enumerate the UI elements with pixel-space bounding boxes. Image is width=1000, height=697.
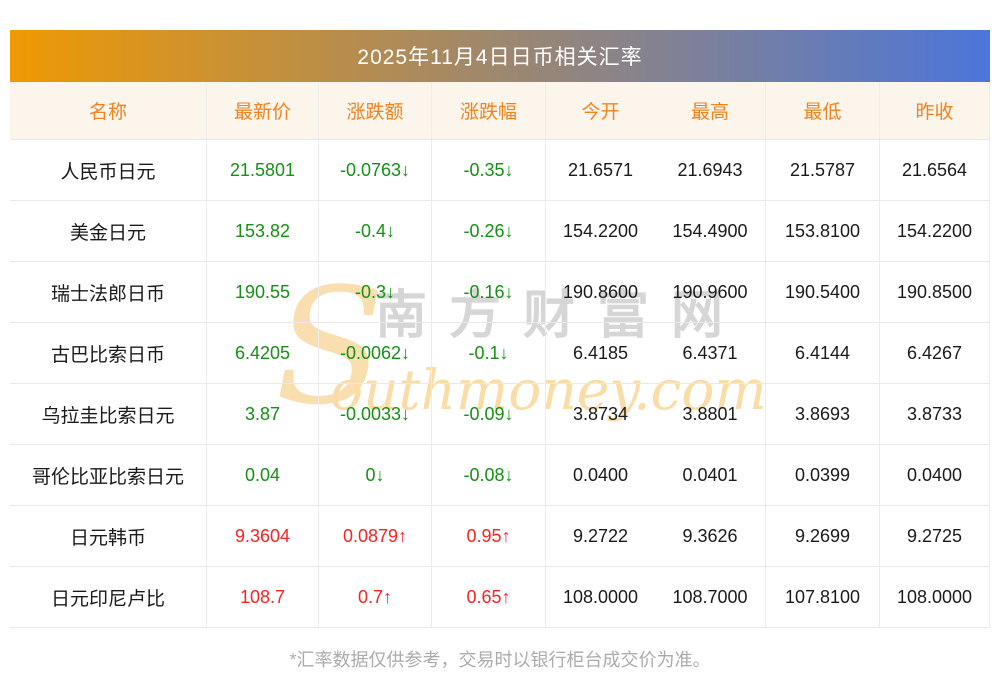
open-price: 0.0400 [545, 445, 655, 506]
change-amount: 0↓ [318, 445, 431, 506]
low-price: 190.5400 [765, 262, 879, 323]
latest-price: 3.87 [206, 384, 318, 445]
column-header-low: 最低 [765, 82, 879, 140]
page-title: 2025年11月4日日币相关汇率 [357, 46, 643, 69]
column-header-name: 名称 [10, 82, 206, 140]
change-amount: -0.0062↓ [318, 323, 431, 384]
low-price: 9.2699 [765, 506, 879, 567]
change-percent: 0.95↑ [431, 506, 545, 567]
currency-pair-name: 乌拉圭比索日元 [10, 384, 206, 445]
currency-pair-name: 日元印尼卢比 [10, 567, 206, 628]
rates-grid: 名称 最新价 涨跌额 涨跌幅 今开 最高 最低 昨收 人民币日元 21.5801… [10, 82, 990, 628]
open-price: 21.6571 [545, 140, 655, 201]
high-price: 6.4371 [655, 323, 765, 384]
change-amount: 0.7↑ [318, 567, 431, 628]
currency-pair-name: 美金日元 [10, 201, 206, 262]
column-header-change: 涨跌额 [318, 82, 431, 140]
change-percent: -0.26↓ [431, 201, 545, 262]
change-amount: -0.3↓ [318, 262, 431, 323]
change-amount: -0.4↓ [318, 201, 431, 262]
low-price: 107.8100 [765, 567, 879, 628]
change-amount: 0.0879↑ [318, 506, 431, 567]
low-price: 21.5787 [765, 140, 879, 201]
high-price: 0.0401 [655, 445, 765, 506]
latest-price: 6.4205 [206, 323, 318, 384]
latest-price: 190.55 [206, 262, 318, 323]
prev-close-price: 190.8500 [879, 262, 990, 323]
high-price: 3.8801 [655, 384, 765, 445]
change-percent: -0.16↓ [431, 262, 545, 323]
latest-price: 108.7 [206, 567, 318, 628]
latest-price: 0.04 [206, 445, 318, 506]
open-price: 9.2722 [545, 506, 655, 567]
low-price: 6.4144 [765, 323, 879, 384]
low-price: 0.0399 [765, 445, 879, 506]
open-price: 154.2200 [545, 201, 655, 262]
open-price: 108.0000 [545, 567, 655, 628]
change-percent: -0.09↓ [431, 384, 545, 445]
column-header-high: 最高 [655, 82, 765, 140]
change-percent: -0.08↓ [431, 445, 545, 506]
latest-price: 9.3604 [206, 506, 318, 567]
prev-close-price: 108.0000 [879, 567, 990, 628]
disclaimer: *汇率数据仅供参考，交易时以银行柜台成交价为准。 [289, 650, 711, 670]
prev-close-price: 6.4267 [879, 323, 990, 384]
column-header-change-pct: 涨跌幅 [431, 82, 545, 140]
low-price: 153.8100 [765, 201, 879, 262]
high-price: 108.7000 [655, 567, 765, 628]
open-price: 190.8600 [545, 262, 655, 323]
latest-price: 153.82 [206, 201, 318, 262]
change-percent: -0.35↓ [431, 140, 545, 201]
low-price: 3.8693 [765, 384, 879, 445]
high-price: 190.9600 [655, 262, 765, 323]
table-title-bar: 2025年11月4日日币相关汇率 [10, 30, 990, 82]
high-price: 154.4900 [655, 201, 765, 262]
prev-close-price: 154.2200 [879, 201, 990, 262]
currency-pair-name: 哥伦比亚比索日元 [10, 445, 206, 506]
column-header-prev-close: 昨收 [879, 82, 990, 140]
latest-price: 21.5801 [206, 140, 318, 201]
change-percent: 0.65↑ [431, 567, 545, 628]
change-amount: -0.0033↓ [318, 384, 431, 445]
high-price: 21.6943 [655, 140, 765, 201]
exchange-rate-table: S 南方财富网 outhmoney.com 2025年11月4日日币相关汇率 名… [10, 30, 990, 628]
currency-pair-name: 古巴比索日币 [10, 323, 206, 384]
prev-close-price: 0.0400 [879, 445, 990, 506]
currency-pair-name: 日元韩币 [10, 506, 206, 567]
currency-pair-name: 瑞士法郎日币 [10, 262, 206, 323]
change-amount: -0.0763↓ [318, 140, 431, 201]
currency-pair-name: 人民币日元 [10, 140, 206, 201]
change-percent: -0.1↓ [431, 323, 545, 384]
open-price: 3.8734 [545, 384, 655, 445]
high-price: 9.3626 [655, 506, 765, 567]
prev-close-price: 9.2725 [879, 506, 990, 567]
column-header-open: 今开 [545, 82, 655, 140]
open-price: 6.4185 [545, 323, 655, 384]
column-header-latest: 最新价 [206, 82, 318, 140]
prev-close-price: 3.8733 [879, 384, 990, 445]
prev-close-price: 21.6564 [879, 140, 990, 201]
